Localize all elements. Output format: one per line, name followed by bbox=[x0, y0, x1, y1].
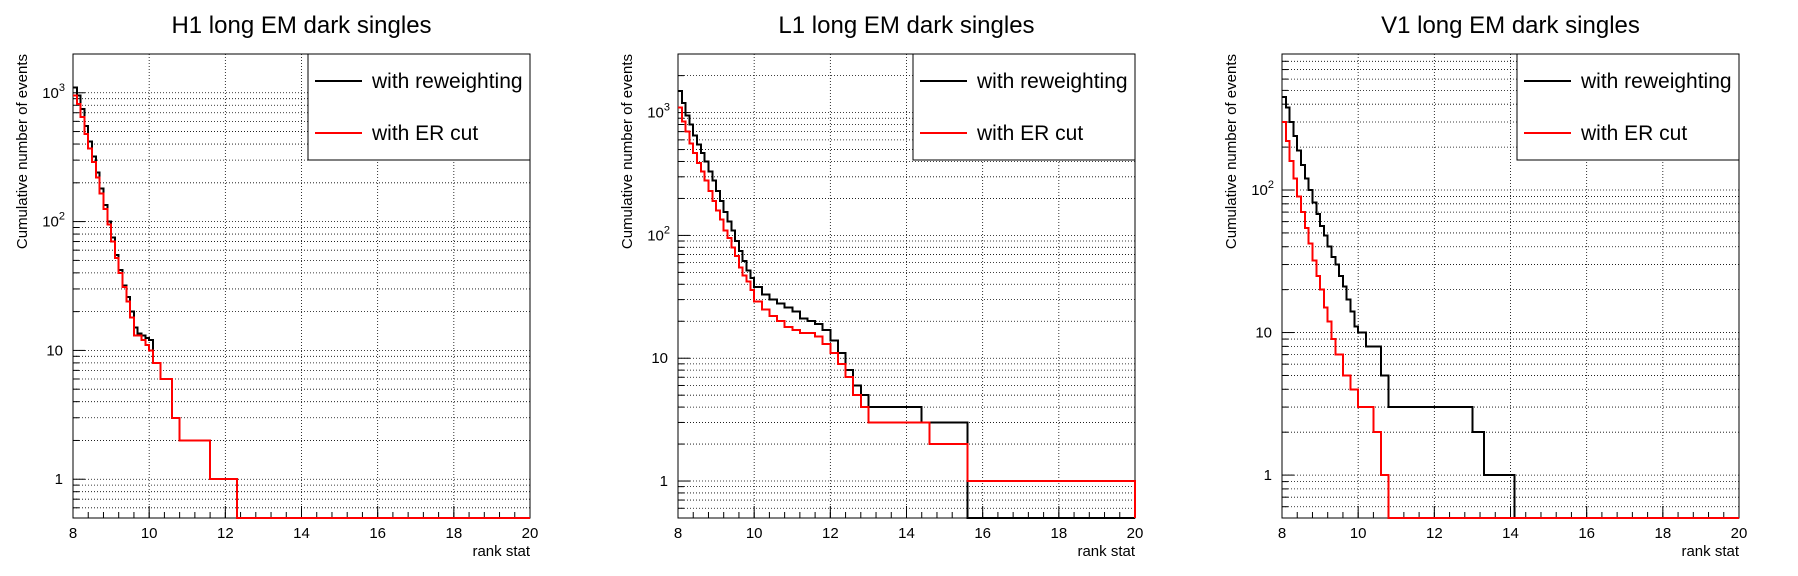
y-tick-label: 103 bbox=[647, 102, 670, 122]
chart-title: L1 long EM dark singles bbox=[778, 12, 1034, 39]
x-axis-label: rank stat bbox=[1077, 543, 1135, 560]
x-tick-label: 12 bbox=[217, 525, 234, 542]
x-axis-label: rank stat bbox=[1681, 543, 1739, 560]
x-axis: 8 10 12 14 16 18 20 bbox=[1278, 506, 1748, 542]
y-tick-label-exponent: 2 bbox=[664, 224, 670, 236]
y-tick-label-base: 10 bbox=[1251, 182, 1268, 199]
y-tick-label: 10 bbox=[1255, 325, 1272, 342]
series-group bbox=[73, 86, 530, 519]
legend-box bbox=[1516, 53, 1740, 161]
y-tick-label-exponent: 2 bbox=[1268, 179, 1274, 191]
legend-label: with ER cut bbox=[371, 122, 478, 145]
legend-label: with ER cut bbox=[976, 122, 1083, 145]
y-tick-label: 1 bbox=[1264, 467, 1272, 484]
y-tick-label-exponent: 2 bbox=[59, 211, 65, 223]
x-tick-label: 20 bbox=[1731, 525, 1748, 542]
x-tick-label: 18 bbox=[445, 525, 462, 542]
y-tick-label: 10 bbox=[651, 350, 668, 367]
series-line-reweighting bbox=[678, 89, 1135, 519]
x-tick-label: 10 bbox=[141, 525, 158, 542]
y-tick-label-base: 10 bbox=[42, 214, 59, 231]
y-tick-label-base: 10 bbox=[42, 85, 59, 102]
series-group bbox=[1282, 95, 1739, 519]
legend-label: with reweighting bbox=[1580, 70, 1732, 93]
x-tick-label: 18 bbox=[1050, 525, 1067, 542]
x-tick-label: 20 bbox=[522, 525, 539, 542]
chart-title: V1 long EM dark singles bbox=[1381, 12, 1640, 39]
x-tick-label: 20 bbox=[1127, 525, 1144, 542]
y-tick-label: 102 bbox=[42, 211, 65, 231]
x-tick-label: 16 bbox=[369, 525, 386, 542]
series-line-er-cut bbox=[1282, 121, 1739, 519]
legend-box bbox=[307, 53, 531, 161]
y-tick-label: 1 bbox=[660, 473, 668, 490]
x-tick-label: 12 bbox=[1426, 525, 1443, 542]
x-tick-label: 10 bbox=[1350, 525, 1367, 542]
legend-label: with reweighting bbox=[371, 70, 523, 93]
series-group bbox=[678, 89, 1136, 519]
x-axis: 8 10 12 14 16 18 20 bbox=[674, 506, 1144, 542]
y-tick-label: 102 bbox=[1251, 179, 1274, 199]
x-tick-label: 8 bbox=[1278, 525, 1286, 542]
y-axis-label: Cumulative number of events bbox=[14, 54, 31, 249]
y-tick-label: 1 bbox=[55, 471, 63, 488]
grid bbox=[1282, 54, 1739, 518]
series-line-er-cut bbox=[73, 94, 530, 519]
legend-box bbox=[912, 53, 1136, 161]
y-tick-label-base: 10 bbox=[647, 227, 664, 244]
x-axis: 8 10 12 14 16 18 20 bbox=[69, 506, 539, 542]
series-line-er-cut bbox=[678, 106, 1136, 518]
x-tick-label: 8 bbox=[674, 525, 682, 542]
y-tick-label-exponent: 3 bbox=[664, 102, 670, 114]
y-tick-label: 102 bbox=[647, 224, 670, 244]
y-axis-label: Cumulative number of events bbox=[1223, 54, 1240, 249]
y-tick-label: 10 bbox=[46, 342, 63, 359]
x-tick-label: 14 bbox=[293, 525, 310, 542]
x-tick-label: 16 bbox=[974, 525, 991, 542]
legend-label: with reweighting bbox=[976, 70, 1128, 93]
x-tick-label: 8 bbox=[69, 525, 77, 542]
legend: with reweighting with ER cut bbox=[1516, 53, 1740, 161]
y-tick-label: 103 bbox=[42, 82, 65, 102]
legend: with reweighting with ER cut bbox=[912, 53, 1136, 161]
y-tick-label-base: 10 bbox=[647, 105, 664, 122]
legend: with reweighting with ER cut bbox=[307, 53, 531, 161]
legend-label: with ER cut bbox=[1580, 122, 1687, 145]
grid bbox=[73, 54, 530, 518]
x-tick-label: 10 bbox=[746, 525, 763, 542]
y-axis-label: Cumulative number of events bbox=[619, 54, 636, 249]
x-tick-label: 16 bbox=[1578, 525, 1595, 542]
chart-title: H1 long EM dark singles bbox=[171, 12, 431, 39]
x-tick-label: 14 bbox=[898, 525, 915, 542]
series-line-reweighting bbox=[1282, 95, 1739, 519]
x-tick-label: 12 bbox=[822, 525, 839, 542]
x-tick-label: 14 bbox=[1502, 525, 1519, 542]
x-tick-label: 18 bbox=[1654, 525, 1671, 542]
x-axis-label: rank stat bbox=[472, 543, 530, 560]
y-tick-label-exponent: 3 bbox=[59, 82, 65, 94]
